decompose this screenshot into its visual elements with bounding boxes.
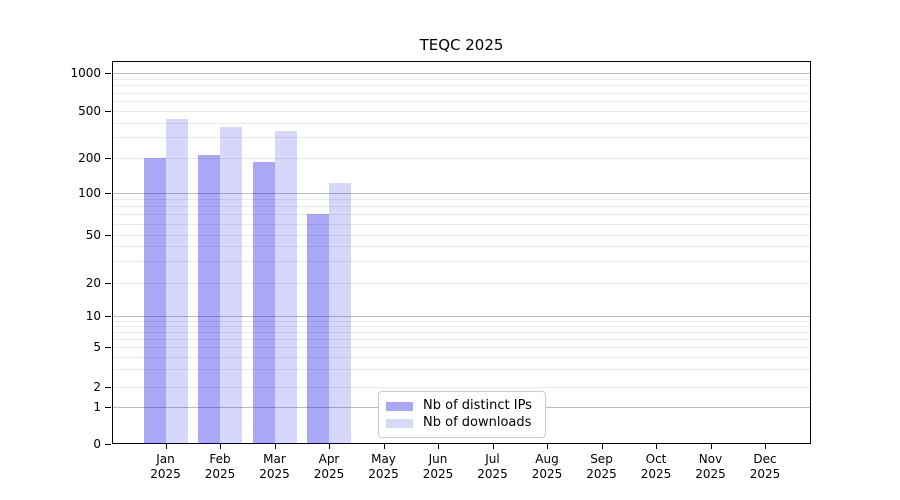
y-tick-label-5: 5 — [93, 340, 101, 355]
x-tick-mark — [274, 444, 276, 449]
x-tick-label-mar-2025: Mar 2025 — [259, 452, 290, 481]
gridline-minor — [113, 223, 810, 225]
y-tick-mark — [105, 234, 111, 236]
legend-swatch-downloads — [386, 418, 413, 428]
gridline-minor — [113, 356, 810, 358]
y-tick-label-2: 2 — [93, 379, 101, 394]
x-tick-label-sep-2025: Sep 2025 — [586, 452, 617, 481]
chart-title: TEQC 2025 — [419, 36, 504, 54]
legend-label: Nb of downloads — [423, 415, 532, 430]
bar-distinct-ips-mar-2025 — [252, 162, 275, 444]
gridline-minor — [113, 92, 810, 94]
y-tick-mark — [105, 347, 111, 349]
y-tick-label-1000: 1000 — [70, 66, 101, 80]
y-tick-mark — [105, 111, 111, 112]
x-tick-mark — [601, 444, 603, 449]
y-tick-mark — [105, 444, 111, 445]
gridline-minor — [113, 199, 810, 201]
y-tick-mark — [105, 386, 111, 388]
y-tick-label-0: 0 — [93, 437, 101, 451]
x-tick-mark — [220, 444, 221, 449]
gridline-major — [113, 73, 810, 74]
legend: Nb of distinct IPs Nb of downloads — [378, 391, 546, 438]
legend-swatch-distinct-ips — [386, 401, 413, 411]
x-tick-mark — [547, 444, 548, 449]
x-tick-label-feb-2025: Feb 2025 — [204, 452, 236, 481]
bar-distinct-ips-apr-2025 — [307, 214, 329, 444]
gridline-minor — [113, 158, 810, 160]
y-tick-label-500: 500 — [78, 104, 101, 118]
bar-downloads-jan-2025 — [165, 118, 188, 444]
gridline-minor — [113, 261, 810, 263]
x-tick-label-jun-2025: Jun 2025 — [422, 452, 454, 481]
gridline-minor — [113, 339, 810, 341]
y-tick-mark — [105, 316, 111, 317]
x-tick-mark — [492, 444, 494, 449]
x-tick-label-oct-2025: Oct 2025 — [640, 452, 672, 481]
x-tick-mark — [383, 444, 385, 449]
gridline-minor — [113, 122, 810, 124]
x-tick-label-aug-2025: Aug 2025 — [531, 452, 563, 481]
gridline-minor — [113, 369, 810, 371]
bar-downloads-apr-2025 — [329, 183, 351, 444]
y-tick-label-20: 20 — [85, 275, 101, 290]
x-tick-label-apr-2025: Apr 2025 — [313, 452, 345, 481]
gridline-minor — [113, 78, 810, 80]
x-tick-mark — [329, 444, 330, 449]
gridline-minor — [113, 320, 810, 322]
gridline-major — [113, 316, 810, 317]
bar-downloads-feb-2025 — [220, 127, 242, 444]
x-tick-label-nov-2025: Nov 2025 — [695, 452, 726, 481]
y-tick-label-50: 50 — [85, 227, 101, 242]
x-tick-mark — [656, 444, 657, 449]
y-tick-mark — [105, 158, 111, 160]
bar-distinct-ips-jan-2025 — [143, 158, 166, 444]
x-tick-mark — [438, 444, 439, 449]
gridline-minor — [113, 234, 810, 236]
gridline-minor — [113, 111, 810, 112]
gridline-minor — [113, 246, 810, 248]
x-tick-label-may-2025: May 2025 — [368, 452, 399, 481]
y-tick-label-100: 100 — [78, 186, 101, 200]
gridline-minor — [113, 347, 810, 349]
gridline-minor — [113, 137, 810, 139]
gridline-minor — [113, 214, 810, 216]
legend-item: Nb of distinct IPs — [386, 398, 537, 414]
y-tick-label-10: 10 — [85, 309, 101, 323]
gridline-minor — [113, 326, 810, 328]
legend-item: Nb of downloads — [386, 415, 537, 431]
x-tick-label-dec-2025: Dec 2025 — [749, 452, 781, 481]
x-tick-label-jul-2025: Jul 2025 — [477, 452, 508, 481]
plot-area — [112, 61, 811, 444]
gridline-major — [113, 193, 810, 194]
gridline-minor — [113, 282, 810, 284]
gridline-minor — [113, 206, 810, 208]
y-tick-label-200: 200 — [78, 151, 101, 166]
y-tick-mark — [105, 73, 111, 74]
bar-distinct-ips-feb-2025 — [198, 154, 220, 444]
y-tick-mark — [105, 407, 111, 408]
gridline-minor — [113, 332, 810, 334]
gridline-minor — [113, 85, 810, 87]
legend-label: Nb of distinct IPs — [423, 398, 532, 413]
x-tick-mark — [765, 444, 766, 449]
gridline-minor — [113, 101, 810, 102]
y-tick-label-1: 1 — [93, 400, 101, 414]
y-tick-mark — [105, 193, 111, 194]
gridline-minor — [113, 386, 810, 388]
x-tick-label-jan-2025: Jan 2025 — [150, 452, 181, 481]
y-tick-mark — [105, 282, 111, 284]
bar-downloads-mar-2025 — [274, 130, 297, 444]
x-tick-mark — [710, 444, 712, 449]
x-tick-mark — [165, 444, 167, 449]
